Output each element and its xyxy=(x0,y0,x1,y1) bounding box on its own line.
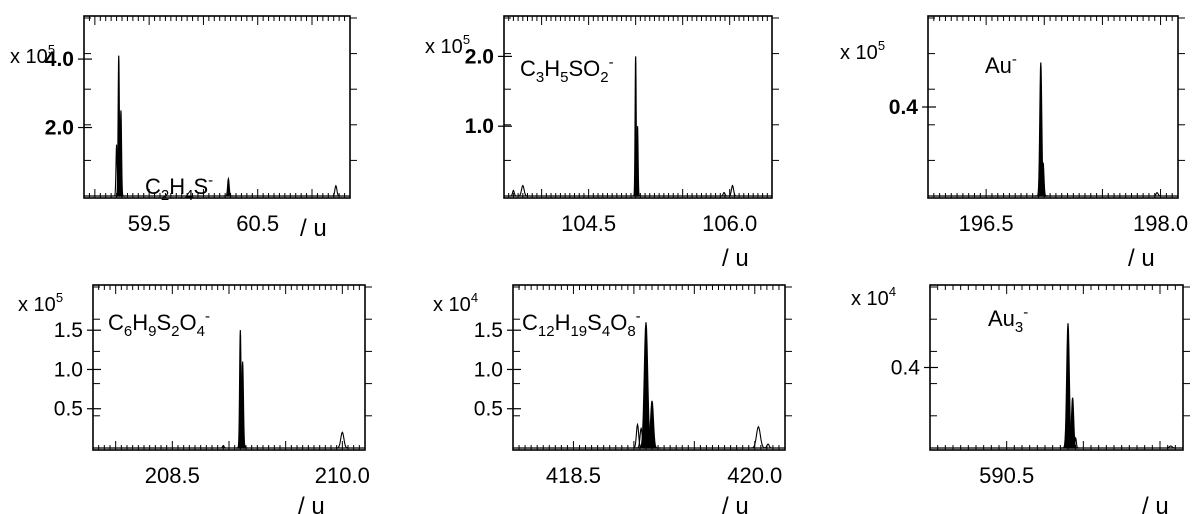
peak-filled-0 xyxy=(1034,62,1048,197)
y-tick-label: 2.0 xyxy=(45,117,74,140)
x-tick-label: 196.5 xyxy=(959,211,1014,236)
peak-filled-1 xyxy=(117,110,125,197)
x-tick-label: 208.5 xyxy=(145,463,200,488)
plot-frame xyxy=(927,15,1179,199)
x-tick-label: 60.5 xyxy=(236,211,279,236)
y-multiplier: x 105 xyxy=(18,290,63,316)
species-label: C12H19S4O8- xyxy=(522,308,641,340)
x-tick-label: 59.5 xyxy=(128,211,171,236)
x-tick-label: 198.0 xyxy=(1133,211,1188,236)
plot-frame xyxy=(503,15,773,199)
species-label: Au- xyxy=(985,51,1017,78)
x-tick-label: 106.0 xyxy=(702,211,757,236)
species-label: Au3- xyxy=(988,304,1028,336)
y-multiplier: x 105 xyxy=(10,42,55,68)
x-axis-label: / u xyxy=(1128,245,1155,272)
x-axis-label: / u xyxy=(298,493,325,514)
y-tick-label: 1.0 xyxy=(54,358,83,381)
peaks xyxy=(218,330,353,449)
species-label: C2H4S- xyxy=(145,172,213,204)
x-axis-label: / u xyxy=(1142,493,1169,514)
y-tick-label: 1.0 xyxy=(465,115,494,138)
peak-outline-1 xyxy=(332,431,353,449)
plot-frame xyxy=(929,284,1184,451)
x-tick-label: 104.5 xyxy=(561,211,616,236)
species-label: C3H5SO2- xyxy=(520,54,614,86)
spectrum-panel-1: 2.0 4.0 59.5 60.5 x 105 C2H4S- / u xyxy=(10,15,357,242)
y-tick-label: 0.5 xyxy=(54,398,83,421)
plot-frame xyxy=(83,15,351,199)
x-tick-label: 418.5 xyxy=(546,463,601,488)
x-tick-label: 590.5 xyxy=(979,463,1034,488)
y-multiplier: x 104 xyxy=(433,290,478,316)
y-tick-label: 2.0 xyxy=(465,45,494,68)
species-label: C6H9S2O4- xyxy=(108,308,210,340)
x-axis-label: / u xyxy=(722,493,749,514)
peaks xyxy=(1059,323,1180,449)
peak-outline-0 xyxy=(1150,192,1165,197)
y-multiplier: x 104 xyxy=(851,284,896,310)
y-tick-label: 0.4 xyxy=(889,96,919,119)
peak-outline-1 xyxy=(329,184,343,197)
spectrum-panel-5: 0.5 1.0 1.5 418.5 420.0 x 104 C12H19S4O8- / u xyxy=(433,284,792,514)
y-tick-label: 1.5 xyxy=(54,319,83,342)
x-tick-label: 420.0 xyxy=(727,463,782,488)
peak-filled-1 xyxy=(1037,162,1049,197)
y-tick-label: 0.4 xyxy=(891,357,921,380)
y-multiplier: x 105 xyxy=(425,32,470,58)
peak-outline-1 xyxy=(1161,445,1180,449)
y-multiplier: x 105 xyxy=(840,38,885,64)
spectrum-panel-4: 0.5 1.0 1.5 208.5 210.0 x 105 C6H9S2O4- / u xyxy=(18,284,372,514)
peaks xyxy=(630,322,776,449)
peak-outline-3 xyxy=(725,184,740,197)
spectrum-panel-6: 0.4 590.5 x 104 Au3- / u xyxy=(851,284,1190,514)
peak-outline-1 xyxy=(507,189,520,197)
spectrum-panel-3: 0.4 196.5 198.0 x 105 Au- / u xyxy=(840,15,1188,272)
x-tick-label: 210.0 xyxy=(315,463,370,488)
plot-frame xyxy=(512,284,786,451)
y-tick-label: 1.5 xyxy=(474,319,503,342)
peaks xyxy=(1034,62,1165,197)
x-axis-label: / u xyxy=(300,215,327,242)
y-tick-label: 4.0 xyxy=(45,48,74,71)
x-axis-label: / u xyxy=(722,245,749,272)
y-tick-label: 0.5 xyxy=(474,398,503,421)
spectrum-panel-2: 1.0 2.0 104.5 106.0 x 105 C3H5SO2- / u xyxy=(425,15,779,272)
y-tick-label: 1.0 xyxy=(474,358,503,381)
